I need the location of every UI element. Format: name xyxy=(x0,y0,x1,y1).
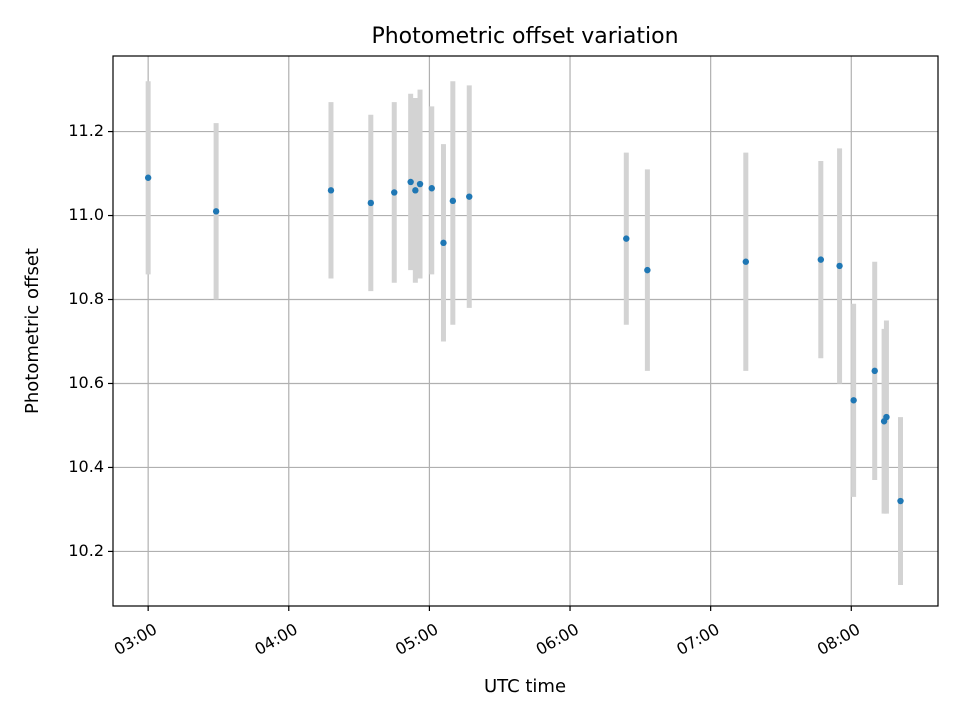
y-tick-label: 10.4 xyxy=(68,457,104,476)
data-point xyxy=(428,185,435,192)
x-axis-label: UTC time xyxy=(484,676,566,697)
data-point xyxy=(391,189,398,196)
data-point xyxy=(623,235,630,242)
y-tick-label: 11.0 xyxy=(68,205,104,224)
data-point xyxy=(871,367,878,375)
y-tick-label: 10.2 xyxy=(68,541,104,560)
data-point xyxy=(836,262,843,270)
data-point xyxy=(850,397,857,404)
plot-frame xyxy=(112,55,939,607)
data-point xyxy=(817,256,825,263)
data-point xyxy=(440,239,447,247)
data-point xyxy=(367,199,375,207)
data-point xyxy=(412,187,419,194)
data-point xyxy=(416,180,424,188)
chart-title: Photometric offset variation xyxy=(371,24,678,49)
data-point xyxy=(449,197,457,205)
data-point xyxy=(407,178,414,186)
y-tick-label: 10.6 xyxy=(68,373,104,392)
data-point xyxy=(883,413,890,421)
data-point xyxy=(212,208,220,215)
data-point xyxy=(897,497,904,505)
data-point xyxy=(144,174,152,181)
y-tick-label: 11.2 xyxy=(68,121,104,140)
data-point xyxy=(742,258,750,265)
y-axis: 10.2 10.4 10.6 10.8 11.0 11.2 xyxy=(68,121,113,560)
data-markers xyxy=(144,174,904,505)
data-point xyxy=(466,193,473,200)
data-point xyxy=(327,187,335,194)
y-axis-label: Photometric offset xyxy=(22,248,43,414)
data-point xyxy=(644,266,651,274)
y-tick-label: 10.8 xyxy=(68,289,104,308)
